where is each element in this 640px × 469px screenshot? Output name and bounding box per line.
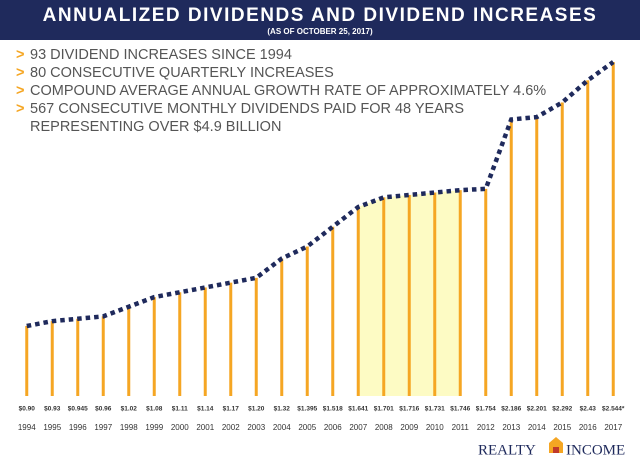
- bullet-marker: >: [16, 101, 24, 117]
- x-tick-label: 2010: [426, 423, 444, 432]
- bar: [458, 190, 462, 396]
- bar: [356, 207, 360, 396]
- bar: [509, 119, 513, 397]
- value-label: $1.20: [248, 406, 265, 413]
- x-tick-label: 1997: [94, 423, 112, 432]
- value-label: $0.945: [68, 406, 88, 413]
- x-tick-label: 2007: [349, 423, 367, 432]
- bar: [76, 318, 80, 396]
- bar: [254, 277, 258, 396]
- bullet-text: COMPOUND AVERAGE ANNUAL GROWTH RATE OF A…: [30, 83, 546, 99]
- plot-area: $0.90 1994 $0.93 1995 $0.945 1996 $0.96 1997 $1.…: [18, 60, 625, 432]
- value-label: $1.701: [374, 406, 394, 413]
- bar: [305, 246, 309, 396]
- logo: REALTY INCOME: [478, 437, 625, 458]
- bar: [331, 226, 335, 396]
- bar: [178, 292, 182, 396]
- bullet-marker: >: [16, 83, 24, 99]
- x-tick-label: 2008: [375, 423, 393, 432]
- bar: [152, 297, 156, 396]
- bar: [611, 62, 615, 396]
- x-tick-label: 1995: [43, 423, 61, 432]
- bullet-marker: >: [16, 65, 24, 81]
- x-tick-label: 2017: [604, 423, 622, 432]
- x-tick-label: 2011: [452, 423, 470, 432]
- x-tick-label: 2014: [528, 423, 546, 432]
- value-label: $0.93: [44, 406, 61, 413]
- x-tick-label: 2013: [502, 423, 520, 432]
- bar: [229, 282, 233, 396]
- value-label: $1.641: [348, 406, 368, 413]
- value-label: $0.96: [95, 406, 112, 413]
- logo-left: REALTY: [478, 442, 536, 458]
- value-label: $1.17: [223, 406, 240, 413]
- value-label: $1.11: [172, 406, 188, 413]
- bar: [127, 306, 131, 396]
- bar: [101, 316, 105, 396]
- bar: [203, 287, 207, 396]
- bar: [280, 258, 284, 396]
- x-tick-label: 2000: [171, 423, 189, 432]
- value-label: $1.395: [297, 406, 317, 413]
- x-tick-label: 2012: [477, 423, 495, 432]
- value-label: $1.08: [146, 406, 163, 413]
- bar: [407, 194, 411, 396]
- bar: [382, 197, 386, 396]
- x-tick-label: 1998: [120, 423, 138, 432]
- value-label: $1.518: [323, 406, 343, 413]
- logo-icon: [549, 437, 563, 453]
- value-label: $2.186: [501, 406, 521, 413]
- x-tick-label: 2002: [222, 423, 240, 432]
- bullet-text: REPRESENTING OVER $4.9 BILLION: [30, 119, 281, 135]
- x-tick-label: 2015: [553, 423, 571, 432]
- value-label: $1.731: [425, 406, 445, 413]
- value-label: $1.716: [399, 406, 419, 413]
- bar: [25, 326, 29, 396]
- bar: [586, 80, 590, 396]
- bar: [535, 117, 539, 396]
- x-tick-label: 1996: [69, 423, 87, 432]
- bar: [50, 321, 54, 396]
- value-label: $2.43: [580, 406, 597, 413]
- bullet-text: 80 CONSECUTIVE QUARTERLY INCREASES: [30, 65, 334, 81]
- bar: [433, 192, 437, 396]
- logo-right: INCOME: [566, 442, 625, 458]
- x-tick-label: 2003: [247, 423, 265, 432]
- bar: [484, 188, 488, 396]
- value-label: $1.14: [197, 406, 214, 413]
- chart-title: ANNUALIZED DIVIDENDS AND DIVIDEND INCREA…: [43, 5, 598, 26]
- x-tick-label: 2004: [273, 423, 291, 432]
- x-tick-label: 1994: [18, 423, 36, 432]
- title-band: [0, 0, 640, 40]
- x-tick-label: 1999: [145, 423, 163, 432]
- x-tick-label: 2006: [324, 423, 342, 432]
- bullet-text: 93 DIVIDEND INCREASES SINCE 1994: [30, 47, 292, 63]
- value-label: $2.201: [527, 406, 547, 413]
- chart-subtitle: (AS OF OCTOBER 25, 2017): [267, 27, 373, 36]
- bullet-text: 567 CONSECUTIVE MONTHLY DIVIDENDS PAID F…: [30, 101, 464, 117]
- value-label: $2.544*: [602, 406, 625, 413]
- value-label: $1.02: [121, 406, 138, 413]
- x-tick-label: 2001: [196, 423, 214, 432]
- x-tick-label: 2005: [298, 423, 316, 432]
- bullet-list: >93 DIVIDEND INCREASES SINCE 1994 > 80 CON…: [16, 47, 546, 135]
- value-label: $0.90: [19, 406, 36, 413]
- logo-icon-inner: [553, 447, 559, 453]
- value-label: $2.292: [552, 406, 572, 413]
- value-label: $1.754: [476, 406, 496, 413]
- x-tick-label: 2009: [400, 423, 418, 432]
- x-tick-label: 2016: [579, 423, 597, 432]
- value-label: $1.32: [274, 406, 291, 413]
- bullet-marker: >: [16, 47, 24, 63]
- bar: [560, 102, 564, 396]
- value-label: $1.746: [450, 406, 470, 413]
